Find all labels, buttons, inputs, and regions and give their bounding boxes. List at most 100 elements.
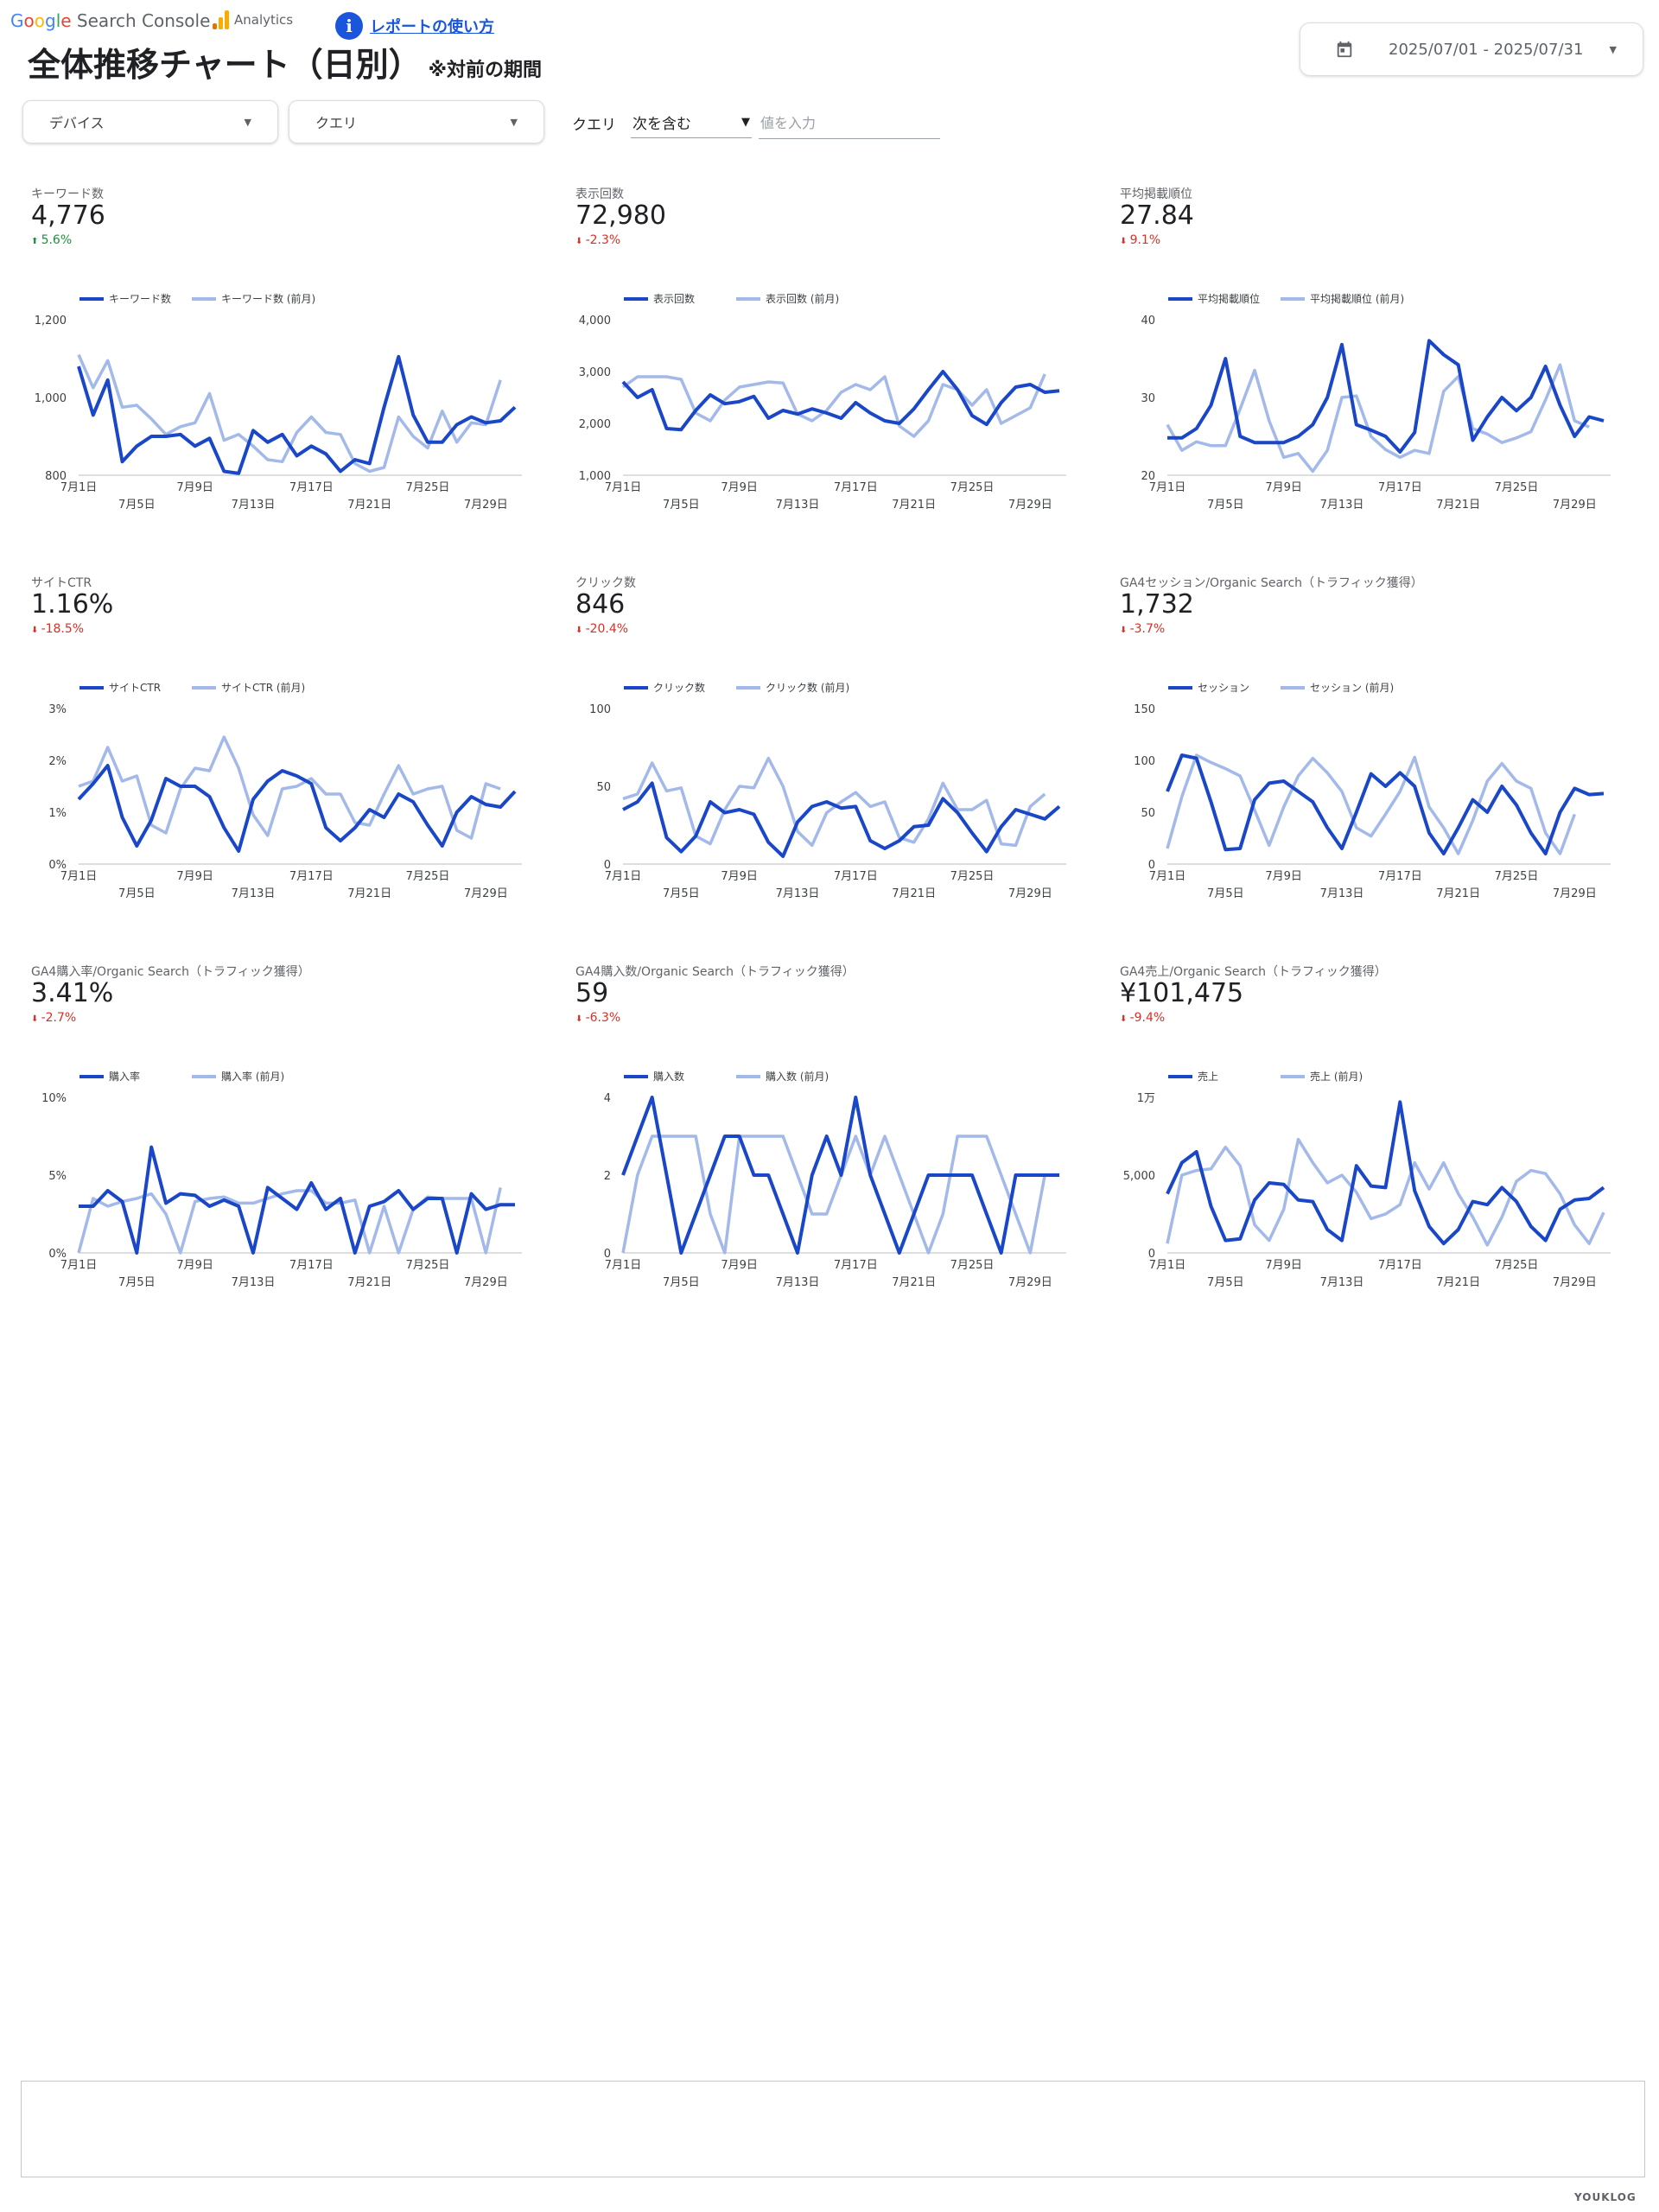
x-tick-label: 7月9日 (721, 481, 758, 494)
y-tick-label: 100 (589, 703, 611, 716)
x-tick-label: 7月13日 (776, 887, 820, 900)
y-tick-label: 50 (1141, 807, 1155, 820)
help-link[interactable]: i レポートの使い方 (335, 12, 494, 40)
y-tick-label: 4 (604, 1092, 611, 1105)
search-console-wordmark: Search Console (71, 10, 211, 31)
metric-delta-value: -9.4% (1129, 1011, 1166, 1025)
x-tick-label: 7月21日 (347, 887, 391, 900)
device-filter[interactable]: デバイス ▼ (22, 100, 278, 143)
metric-delta-value: -20.4% (585, 622, 629, 636)
scorecard-chart-panel: サイトCTR 1.16% ⬇ -18.5% サイトCTR サイトCTR (前月) 0% 1%… (31, 574, 541, 928)
x-tick-label: 7月9日 (176, 1259, 213, 1272)
metric-label: キーワード数 (31, 188, 104, 201)
line-chart: 購入数 購入数 (前月) 0 2 4 7月1日 7月9日 7月17日 7月25日 7月5日 7月13… (604, 1070, 1066, 1289)
footer-panel (21, 2081, 1645, 2177)
y-tick-label: 0% (48, 1248, 67, 1261)
metric-label: 表示回数 (575, 188, 624, 201)
x-tick-label: 7月29日 (464, 887, 508, 900)
x-tick-label: 7月21日 (347, 499, 391, 512)
y-tick-label: 10% (41, 1092, 67, 1105)
help-link-text[interactable]: レポートの使い方 (370, 18, 494, 36)
x-tick-label: 7月9日 (176, 481, 213, 494)
metric-value: 4,776 (31, 200, 105, 231)
series-line-current (79, 1145, 515, 1255)
x-tick-label: 7月9日 (721, 870, 758, 883)
x-tick-label: 7月13日 (232, 1276, 276, 1289)
x-tick-label: 7月5日 (663, 499, 700, 512)
scorecard-chart-panel: 平均掲載順位 27.84 ⬇ 9.1% 平均掲載順位 平均掲載順位 (前月) 20 30 40… (1120, 185, 1630, 539)
legend-label-current: 売上 (1198, 1070, 1218, 1083)
x-tick-label: 7月21日 (1436, 1276, 1480, 1289)
arrow-down-icon: ⬇ (575, 237, 586, 246)
y-tick-label: 0 (604, 859, 611, 872)
date-range-picker[interactable]: 2025/07/01 - 2025/07/31 ▼ (1300, 22, 1643, 76)
legend-label-current: 購入数 (653, 1070, 684, 1083)
x-tick-label: 7月25日 (1495, 481, 1539, 494)
metric-label: サイトCTR (31, 576, 92, 590)
metric-label: GA4セッション/Organic Search（トラフィック獲得） (1120, 576, 1423, 590)
series-line-current (1166, 1100, 1605, 1246)
line-chart: セッション セッション (前月) 0 50 100 150 7月1日 7月9日 7月17日 7月2… (1134, 681, 1611, 900)
x-tick-label: 7月25日 (950, 1259, 995, 1272)
y-tick-label: 20 (1141, 470, 1155, 483)
x-tick-label: 7月17日 (289, 870, 334, 883)
series-line-previous (78, 735, 501, 840)
series-line-previous (622, 756, 1046, 848)
arrow-down-icon: ⬇ (575, 1014, 586, 1024)
analytics-bars-icon (213, 10, 229, 29)
metric-value: 1.16% (31, 589, 114, 620)
metric-delta-value: 9.1% (1129, 233, 1161, 247)
y-tick-label: 50 (596, 781, 611, 794)
y-tick-label: 0% (48, 859, 67, 872)
page-title: 全体推移チャート（日別） ※対前の期間 (28, 38, 542, 86)
condition-operator-select[interactable]: 次を含む ▼ (631, 107, 752, 138)
analytics-wordmark: Analytics (234, 12, 294, 28)
x-tick-label: 7月1日 (60, 1259, 98, 1272)
x-tick-label: 7月5日 (118, 1276, 156, 1289)
x-tick-label: 7月25日 (950, 481, 995, 494)
y-tick-label: 100 (1134, 755, 1155, 768)
scorecard-chart-panel: 表示回数 72,980 ⬇ -2.3% 表示回数 表示回数 (前月) 1,000 2,000… (575, 185, 1085, 539)
x-tick-label: 7月25日 (1495, 1259, 1539, 1272)
y-tick-label: 1% (48, 807, 67, 820)
metric-value: 1,732 (1120, 589, 1194, 620)
condition-value-input[interactable] (759, 107, 940, 139)
x-tick-label: 7月21日 (1436, 499, 1480, 512)
series-line-previous (1166, 1137, 1605, 1247)
query-filter[interactable]: クエリ ▼ (289, 100, 544, 143)
line-chart: 売上 売上 (前月) 0 5,000 1万 7月1日 7月9日 7月17日 7月25日 7月5日 7… (1123, 1070, 1611, 1289)
x-tick-label: 7月1日 (1149, 481, 1186, 494)
y-tick-label: 2% (48, 755, 67, 768)
x-tick-label: 7月5日 (1207, 887, 1244, 900)
arrow-down-icon: ⬇ (1120, 1014, 1130, 1024)
y-tick-label: 2 (604, 1170, 611, 1183)
legend-label-current: セッション (1198, 682, 1249, 694)
metric-delta: ⬇ -2.3% (575, 233, 620, 247)
x-tick-label: 7月1日 (605, 481, 642, 494)
y-tick-label: 1万 (1137, 1092, 1155, 1105)
arrow-down-icon: ⬇ (31, 1014, 41, 1024)
line-chart: サイトCTR サイトCTR (前月) 0% 1% 2% 3% 7月1日 7月9日 7月17日 7月… (48, 681, 522, 900)
metric-label: GA4購入率/Organic Search（トラフィック獲得） (31, 965, 310, 979)
x-tick-label: 7月29日 (464, 1276, 508, 1289)
legend-label-previous: 購入数 (前月) (766, 1070, 829, 1083)
x-tick-label: 7月29日 (1008, 1276, 1052, 1289)
page-title-text: 全体推移チャート（日別） (28, 46, 422, 84)
arrow-down-icon: ⬇ (1120, 626, 1130, 635)
metric-delta: ⬇ -6.3% (575, 1011, 620, 1025)
x-tick-label: 7月17日 (289, 481, 334, 494)
metric-value: 27.84 (1120, 200, 1194, 231)
x-tick-label: 7月21日 (892, 1276, 936, 1289)
query-filter-label: クエリ (315, 115, 358, 131)
series-line-previous (621, 373, 1046, 438)
y-tick-label: 150 (1134, 703, 1155, 716)
y-tick-label: 0 (1148, 1248, 1155, 1261)
device-filter-label: デバイス (49, 115, 105, 131)
x-tick-label: 7月5日 (663, 887, 700, 900)
x-tick-label: 7月9日 (1265, 1259, 1302, 1272)
legend-label-current: クリック数 (653, 681, 705, 694)
legend-label-current: 平均掲載順位 (1198, 292, 1260, 305)
x-tick-label: 7月1日 (60, 870, 98, 883)
x-tick-label: 7月17日 (1378, 1259, 1422, 1272)
chevron-down-icon: ▼ (1609, 43, 1617, 55)
